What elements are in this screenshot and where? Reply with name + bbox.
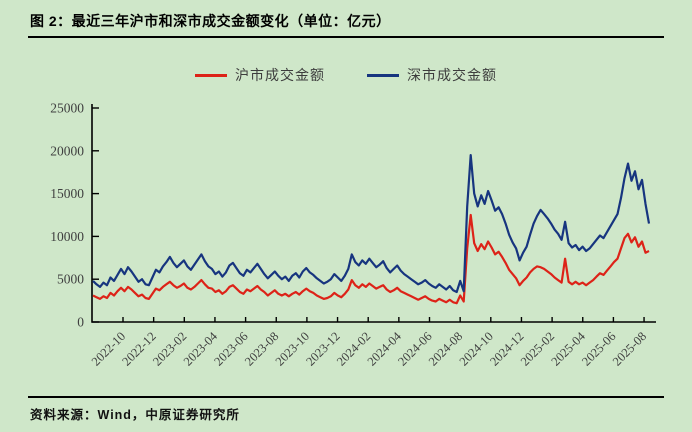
legend-item-shenzhen: 深市成交金额 [367,65,497,85]
y-axis-label: 20000 [50,143,84,158]
legend-label-shanghai: 沪市成交金额 [235,67,325,83]
x-axis-label: 2025-08 [610,329,649,368]
y-axis-label: 0 [77,315,84,330]
y-axis-label: 5000 [57,272,84,287]
legend-item-shanghai: 沪市成交金额 [195,65,325,85]
shanghai-line-swatch [195,73,227,77]
y-axis-label: 10000 [50,229,84,244]
source-note: 资料来源：Wind，中原证券研究所 [30,408,240,422]
shenzhen-line-swatch [367,73,399,77]
source-divider [28,396,664,398]
series-深市成交金额 [92,154,651,294]
chart-legend: 沪市成交金额 深市成交金额 [0,62,692,88]
y-axis-label: 25000 [50,101,84,116]
page-title: 图 2：最近三年沪市和深市成交金额变化（单位：亿元） [30,13,391,29]
series-沪市成交金额 [92,213,650,305]
y-axis-label: 15000 [50,186,84,201]
legend-label-shenzhen: 深市成交金额 [407,67,497,83]
title-divider [28,36,664,38]
